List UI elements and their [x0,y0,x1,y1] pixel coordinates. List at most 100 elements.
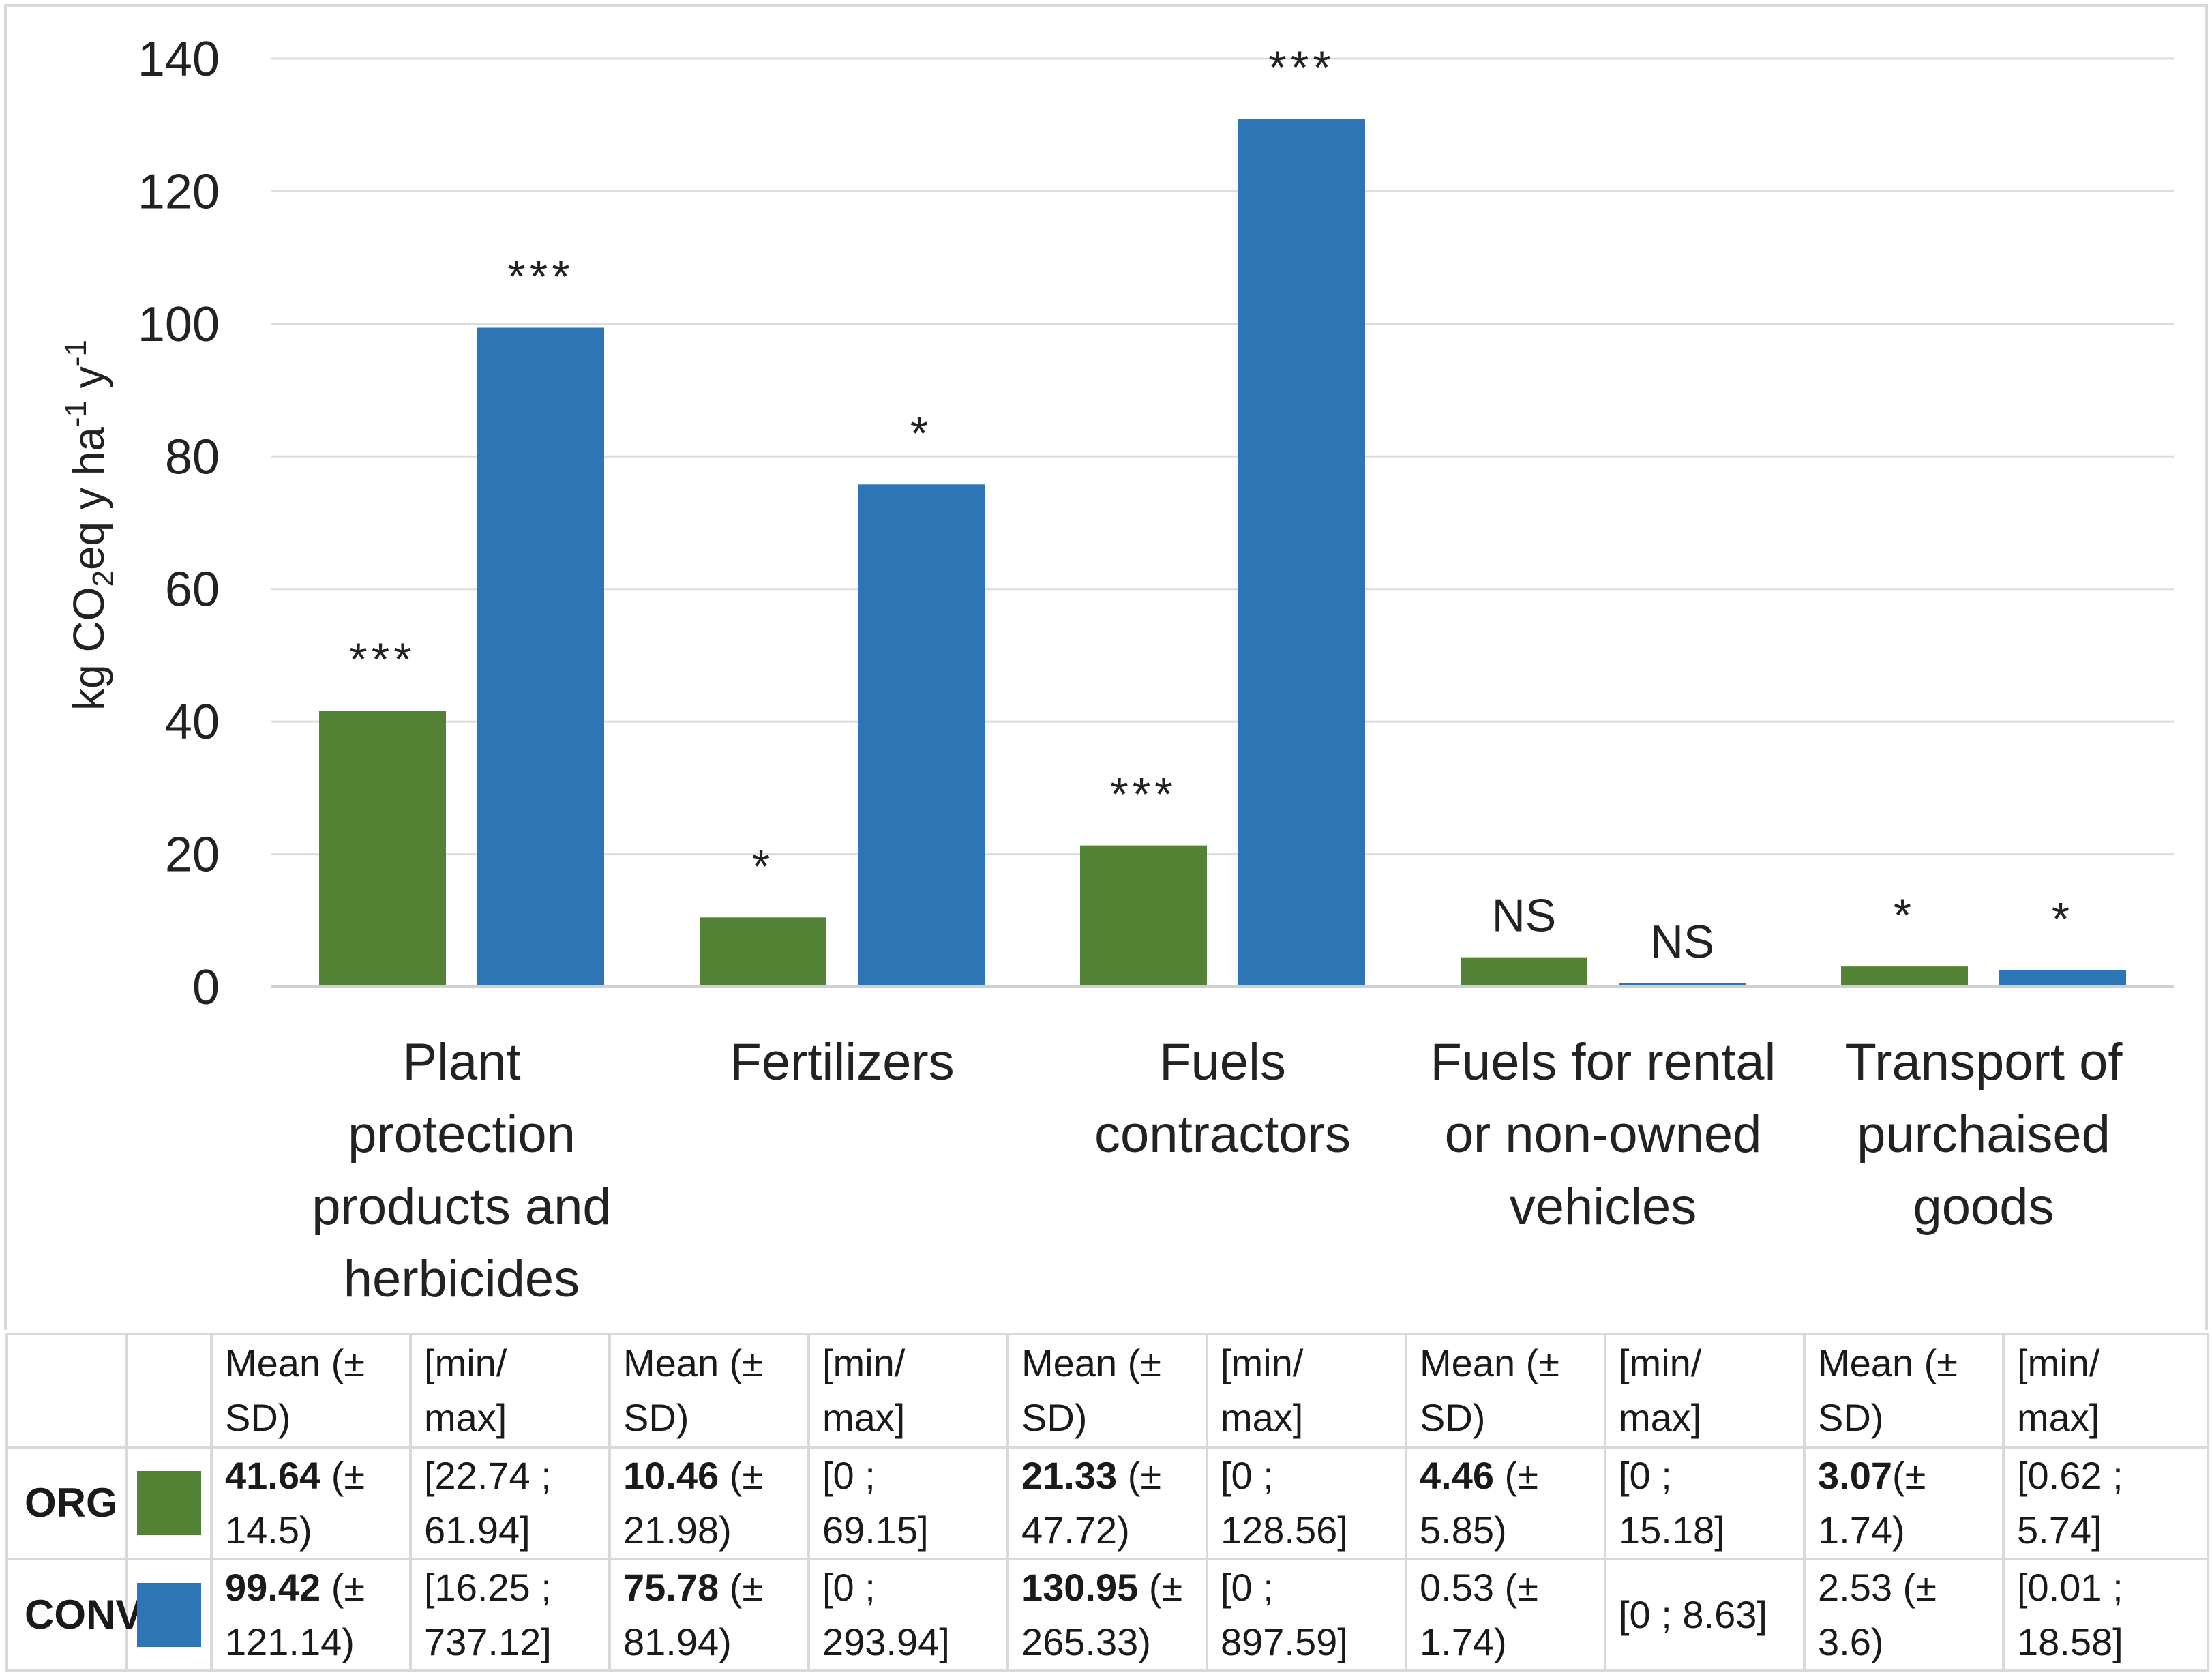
stats-table: Mean (± SD) [min/max] Mean (± SD) [min/max… [5,1333,2209,1672]
significance-label: * [2052,893,2074,945]
cell-text: 14.5) [225,1509,312,1552]
significance-label: *** [349,634,415,685]
y-tick-label: 140 [138,32,220,87]
header-cell: Mean (± SD) [210,1333,412,1449]
category-label: products and [312,1178,611,1236]
category-label: goods [1913,1178,2054,1236]
mean-value: 99.42 [225,1566,321,1609]
significance-label: * [910,407,932,459]
mean-value: 21.33 [1021,1454,1118,1497]
table-header-row: Mean (± SD) [min/max] Mean (± SD) [min/max… [5,1333,2209,1449]
table-cell: [16.25 ; 737.12] [409,1558,611,1672]
table-cell: [0 ; 897.59] [1206,1558,1407,1672]
bar-org [319,711,446,987]
table-cell: [0.62 ; 5.74] [2002,1446,2209,1560]
header-blank-cell [125,1333,213,1449]
row-label: ORG [5,1446,128,1560]
significance-label: *** [507,250,573,302]
cell-text: [0.62 ; [2017,1454,2123,1497]
category-label: contractors [1094,1105,1351,1163]
bar-conv [1999,970,2126,987]
table-cell: [22.74 ; 61.94] [409,1446,611,1560]
table-cell: 99.42 (± 121.14) [210,1558,412,1672]
cell-text: 2.53 (± [1818,1566,1937,1609]
significance-label: NS [1492,890,1556,942]
y-tick-label: 40 [165,695,220,750]
cell-text: 293.94] [822,1620,950,1663]
header-cell: [min/max] [1206,1333,1407,1449]
mean-value: 3.07 [1818,1454,1892,1497]
cell-text: 0.53 (± [1420,1566,1538,1609]
y-tick-label: 0 [192,960,220,1015]
table-cell: 21.33 (± 47.72) [1006,1446,1208,1560]
cell-text: 47.72) [1021,1509,1130,1552]
mean-value: 4.46 [1420,1454,1494,1497]
significance-label: NS [1650,916,1714,968]
row-label: CONV [5,1558,143,1672]
bar-org [1080,845,1207,987]
significance-label: *** [1268,42,1334,93]
legend-swatch-cell [125,1446,213,1560]
cell-text: 81.94) [623,1620,732,1663]
bar-org [1461,957,1587,987]
significance-label: * [1894,889,1915,941]
table-cell: 75.78 (± 81.94) [608,1558,810,1672]
bar-chart: 0 20 40 60 80 100 120 140 kg CO2eq y ha-1 y-1 *… [4,4,2208,1330]
category-label: Fertilizers [730,1033,954,1091]
cell-text: 1.74) [1818,1509,1905,1552]
cell-text: (± [1138,1566,1183,1609]
bars [319,118,2126,988]
cell-text: (± [1494,1454,1538,1497]
cell-text: 18.58] [2017,1620,2123,1663]
chart-outer-border [4,4,2208,1330]
mean-value: 10.46 [623,1454,719,1497]
table-cell: 0.53 (± 1.74) [1405,1558,1606,1672]
cell-text: [16.25 ; [424,1566,552,1609]
table-cell: 10.46 (± 21.98) [608,1446,810,1560]
category-label: Transport of [1845,1033,2123,1091]
header-cell: Mean (± SD) [1803,1333,2005,1449]
header-cell: [min/max] [1604,1333,1806,1449]
cell-text: 737.12] [424,1620,552,1663]
cell-text: (± [320,1454,365,1497]
legend-swatch-cell [125,1558,213,1672]
table-cell: 4.46 (± 5.85) [1405,1446,1606,1560]
y-axis-label: kg CO2eq y ha-1 y-1 [59,340,120,711]
category-label: Fuels [1159,1033,1286,1091]
cell-text: 5.85) [1420,1509,1507,1552]
y-tick-label: 120 [138,164,220,219]
category-labels: Plant protection products and herbicides Fer… [312,1033,2123,1308]
category-label: herbicides [344,1250,580,1308]
category-label: or non-owned [1445,1105,1762,1163]
table-row-org: ORG 41.64 (± 14.5) [22.74 ; 61.94] 10.46 (± 21… [5,1446,2209,1560]
table-row-conv: CONV 99.42 (± 121.14) [16.25 ; 737.12] 75.78 … [5,1558,2209,1672]
table-cell: [0.01 ; 18.58] [2002,1558,2209,1672]
y-axis-ticks: 0 20 40 60 80 100 120 140 [138,32,220,1015]
legend-swatch-conv [137,1583,201,1647]
table-cell: [0 ; 15.18] [1604,1446,1806,1560]
cell-text: 897.59] [1221,1620,1348,1663]
cell-text: (± [320,1566,365,1609]
cell-text: 128.56] [1221,1509,1348,1552]
cell-text: 15.18] [1619,1509,1725,1552]
y-tick-label: 20 [165,828,220,882]
bar-conv [858,484,985,987]
mean-value: 75.78 [623,1566,719,1609]
cell-text: [0 ; [1619,1454,1672,1497]
category-label: Plant [402,1033,520,1091]
cell-text: 69.15] [822,1509,929,1552]
cell-text: 21.98) [623,1509,732,1552]
header-blank-cell [5,1333,128,1449]
cell-text: (± [1117,1454,1162,1497]
header-cell: Mean (± SD) [608,1333,810,1449]
table-cell: [0 ; 293.94] [807,1558,1009,1672]
cell-text: [0 ; 8.63] [1619,1593,1767,1636]
mean-value: 41.64 [225,1454,321,1497]
header-cell: Mean (± SD) [1405,1333,1606,1449]
cell-text: [0.01 ; [2017,1566,2123,1609]
cell-text: 5.74] [2017,1509,2102,1552]
cell-text: (± [719,1454,764,1497]
header-cell: Mean (± SD) [1006,1333,1208,1449]
header-cell: [min/max] [2002,1333,2209,1449]
mean-value: 130.95 [1021,1566,1139,1609]
